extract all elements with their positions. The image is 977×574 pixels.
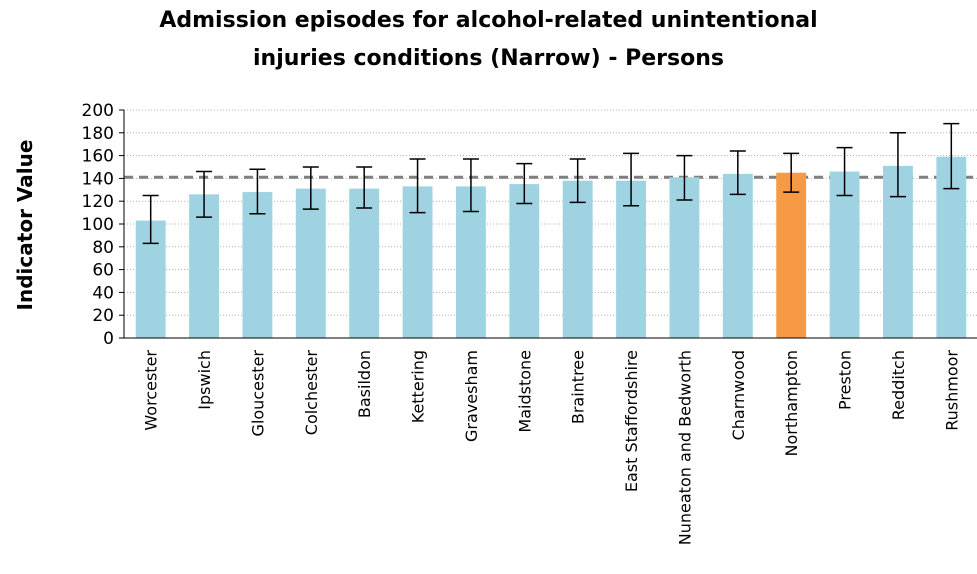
chart-title-line-2: injuries conditions (Narrow) - Persons bbox=[253, 46, 724, 71]
x-tick-label: Kettering bbox=[409, 350, 428, 423]
chart-title: Admission episodes for alcohol-related u… bbox=[0, 2, 977, 78]
bar bbox=[509, 184, 540, 338]
x-tick-label: Rushmoor bbox=[942, 350, 961, 431]
x-tick-label: Basildon bbox=[355, 350, 374, 418]
x-tick-label: Braintree bbox=[569, 350, 588, 424]
y-tick-label: 60 bbox=[92, 261, 114, 281]
x-tick-label: Charnwood bbox=[729, 350, 748, 440]
y-tick-label: 80 bbox=[92, 238, 114, 258]
x-tick-label: Maidstone bbox=[515, 350, 534, 433]
y-tick-label: 120 bbox=[82, 192, 114, 212]
x-tick-label: Ipswich bbox=[195, 350, 214, 410]
bar bbox=[189, 194, 220, 338]
x-tick-label: Colchester bbox=[302, 350, 321, 436]
bar bbox=[349, 188, 380, 338]
chart-title-line-1: Admission episodes for alcohol-related u… bbox=[159, 8, 818, 33]
x-tick-label: Redditch bbox=[889, 350, 908, 420]
y-tick-label: 40 bbox=[92, 283, 114, 303]
y-tick-label: 180 bbox=[82, 124, 114, 144]
y-tick-label: 200 bbox=[82, 101, 114, 121]
y-axis-label: Indicator Value bbox=[13, 140, 37, 311]
x-tick-label: Northampton bbox=[782, 350, 801, 457]
y-tick-label: 100 bbox=[82, 215, 114, 235]
y-tick-label: 160 bbox=[82, 147, 114, 167]
error-bars bbox=[142, 122, 960, 245]
bar bbox=[829, 171, 860, 338]
bar bbox=[295, 188, 326, 338]
bars bbox=[135, 156, 967, 338]
x-tick-label: Gloucester bbox=[248, 350, 267, 437]
bar bbox=[242, 192, 273, 338]
x-tick-label: Gravesham bbox=[462, 350, 481, 442]
bar bbox=[616, 180, 647, 338]
bar bbox=[669, 177, 700, 338]
bar-highlighted bbox=[776, 172, 807, 338]
x-tick-label: Nuneaton and Bedworth bbox=[675, 350, 694, 545]
x-tick-label: East Staffordshire bbox=[622, 350, 641, 492]
y-tick-label: 20 bbox=[92, 306, 114, 326]
y-tick-label: 140 bbox=[82, 169, 114, 189]
x-tick-label: Worcester bbox=[142, 350, 161, 431]
x-tick-label: Preston bbox=[836, 350, 855, 410]
bar bbox=[722, 173, 753, 338]
bar bbox=[562, 180, 593, 338]
y-tick-label: 0 bbox=[103, 329, 114, 349]
